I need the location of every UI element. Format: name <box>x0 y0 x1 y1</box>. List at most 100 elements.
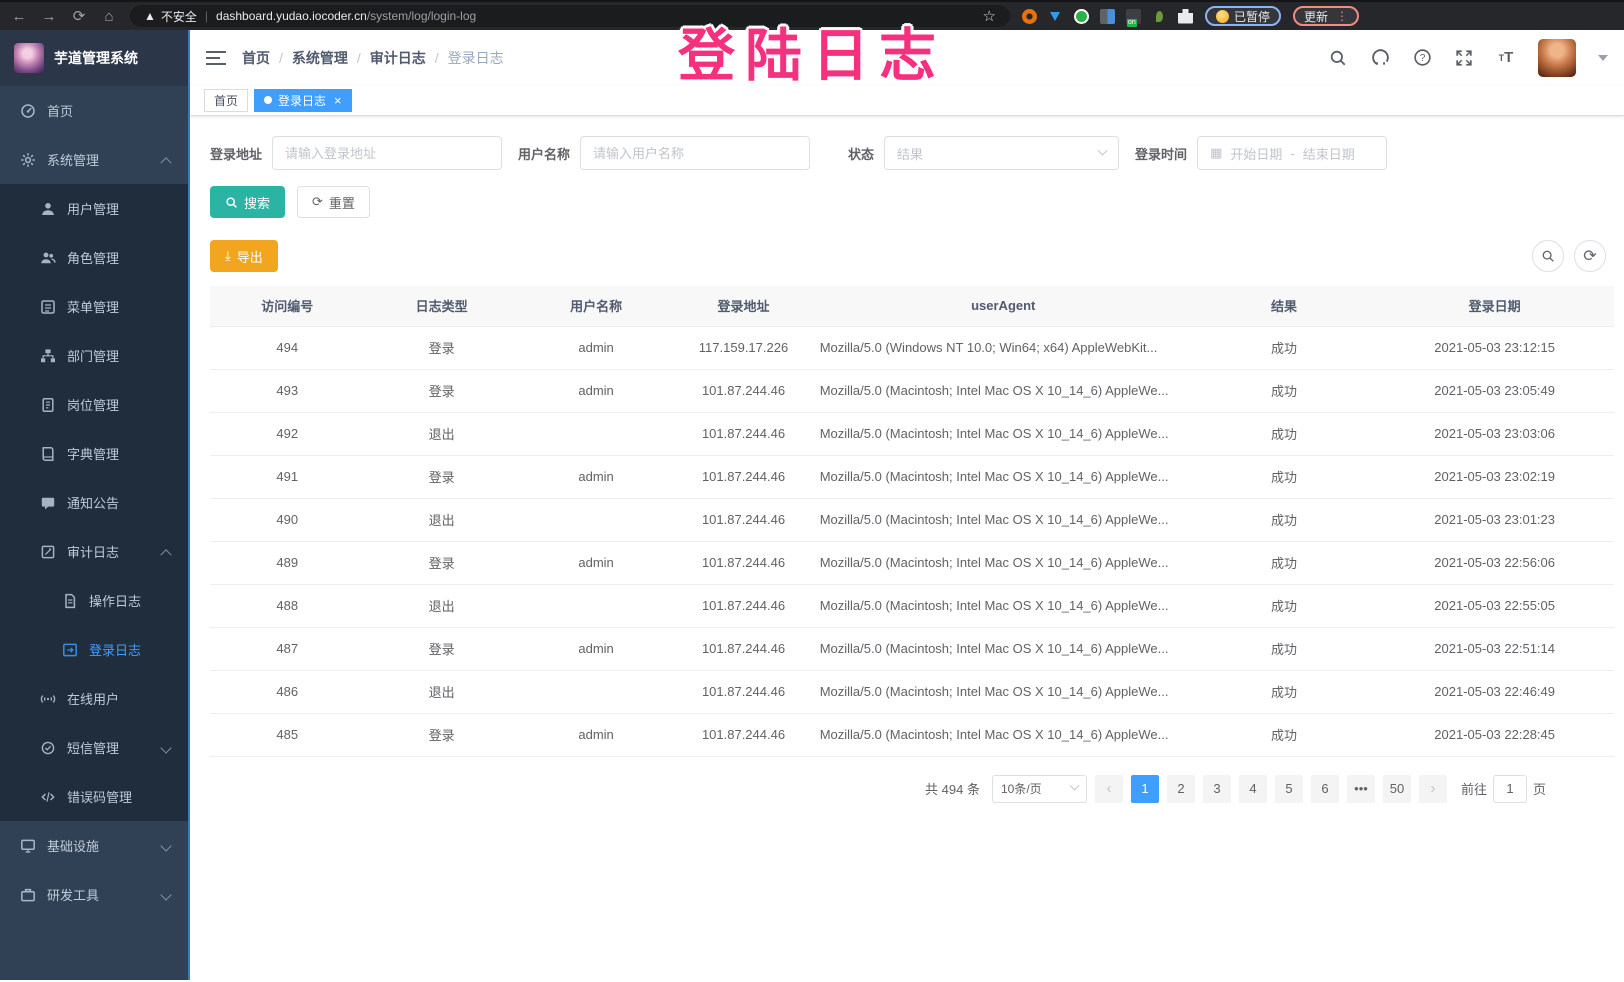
sidebar-item-online-users[interactable]: 在线用户 <box>0 674 188 723</box>
search-icon[interactable] <box>1328 48 1348 68</box>
sidebar-item-label: 操作日志 <box>89 594 142 609</box>
help-icon[interactable]: ? <box>1412 48 1432 68</box>
sidebar-item-infrastructure[interactable]: 基础设施 <box>0 821 188 870</box>
status-label: 状态 <box>848 146 875 162</box>
sidebar-item-notice-announcement[interactable]: 通知公告 <box>0 478 188 527</box>
sidebar-item-home[interactable]: 首页 <box>0 86 188 135</box>
table-cell: 101.87.244.46 <box>673 369 814 413</box>
sidebar-item-audit-log[interactable]: 审计日志 <box>0 527 188 576</box>
tab-home[interactable]: 首页 <box>204 88 249 112</box>
table-cell: 退出 <box>364 498 519 542</box>
sidebar-item-role-management[interactable]: 角色管理 <box>0 233 188 282</box>
page-button-1[interactable]: 1 <box>1130 774 1159 803</box>
chevron-down-icon <box>160 839 172 852</box>
table-cell: 492 <box>210 412 365 456</box>
reload-icon[interactable]: ⟳ <box>72 8 86 25</box>
table-cell <box>518 584 674 628</box>
table-cell: Mozilla/5.0 (Macintosh; Intel Mac OS X 1… <box>813 455 1193 499</box>
page-size-select[interactable]: 10条/页 <box>991 774 1087 803</box>
page-button-6[interactable]: 6 <box>1310 774 1339 803</box>
sidebar-item-dept-management[interactable]: 部门管理 <box>0 331 188 380</box>
login-address-input[interactable] <box>272 136 503 170</box>
dictionary-icon <box>40 446 56 462</box>
table-cell: 2021-05-03 23:12:15 <box>1375 326 1614 370</box>
user-avatar[interactable] <box>1538 38 1576 77</box>
address-bar[interactable]: ▲ 不安全 | dashboard.yudao.iocoder.cn/syste… <box>130 5 1010 27</box>
fullscreen-icon[interactable] <box>1454 48 1474 68</box>
prev-page-button[interactable]: ‹ <box>1094 774 1123 803</box>
page-button-3[interactable]: 3 <box>1202 774 1231 803</box>
github-icon[interactable] <box>1370 48 1390 68</box>
close-icon[interactable]: × <box>334 92 342 108</box>
sidebar-item-login-log[interactable]: 登录日志 <box>0 625 188 674</box>
table-row: 494 登录 admin 117.159.17.226 Mozilla/5.0 (Win… <box>210 326 1614 370</box>
login-address-label: 登录地址 <box>210 146 263 162</box>
total-count: 共 494 条 <box>925 782 980 797</box>
hamburger-icon[interactable] <box>206 47 226 69</box>
refresh-table-button[interactable]: ⟳ <box>1574 240 1606 272</box>
home-icon[interactable]: ⌂ <box>104 7 114 25</box>
username-input[interactable] <box>580 136 811 170</box>
reset-button[interactable]: ⟳ 重置 <box>297 186 370 218</box>
app-logo-bar[interactable]: 芋道管理系统 <box>0 30 188 86</box>
sidebar-item-dev-tools[interactable]: 研发工具 <box>0 870 188 919</box>
export-button[interactable]: ⤓ 导出 <box>210 240 278 272</box>
table-cell: 494 <box>210 326 365 370</box>
infrastructure-icon <box>20 838 36 854</box>
org-tree-icon <box>40 348 56 364</box>
forward-icon[interactable]: → <box>41 7 57 25</box>
breadcrumb: 首页 / 系统管理 / 审计日志 / 登录日志 <box>242 48 504 68</box>
chevron-down-icon[interactable] <box>1598 54 1608 61</box>
goto-unit: 页 <box>1532 782 1546 797</box>
puzzle-extension[interactable] <box>1178 8 1193 24</box>
back-icon[interactable]: ← <box>11 7 27 25</box>
sidebar-item-menu-management[interactable]: 菜单管理 <box>0 282 188 331</box>
page-button-50[interactable]: 50 <box>1382 774 1411 803</box>
breadcrumb-item[interactable]: 系统管理 <box>291 49 348 66</box>
page-button-4[interactable]: 4 <box>1238 774 1267 803</box>
blue-gem-extension[interactable] <box>1048 8 1063 24</box>
page-button-•••[interactable]: ••• <box>1346 774 1375 803</box>
tab-login-log[interactable]: 登录日志 × <box>254 88 352 112</box>
sidebar-item-user-management[interactable]: 用户管理 <box>0 184 188 233</box>
status-select[interactable]: 结果 <box>884 136 1120 170</box>
paused-profile-badge[interactable]: 已暂停 <box>1205 6 1282 26</box>
login-log-icon <box>62 642 78 658</box>
search-button[interactable]: 搜索 <box>210 186 286 218</box>
update-button[interactable]: 更新 ⋮ <box>1293 6 1360 26</box>
table-cell: 成功 <box>1192 326 1376 370</box>
sidebar-item-system-management[interactable]: 系统管理 <box>0 135 188 184</box>
table-row: 493 登录 admin 101.87.244.46 Mozilla/5.0 (Maci… <box>210 369 1614 413</box>
sidebar-item-operation-log[interactable]: 操作日志 <box>0 576 188 625</box>
browser-menu-icon[interactable]: ⋮ <box>1336 9 1349 23</box>
green-sprout-extension[interactable] <box>1152 8 1167 24</box>
date-range-picker[interactable]: ▦ 开始日期 - 结束日期 <box>1197 136 1388 170</box>
green-circle-extension[interactable] <box>1074 8 1089 24</box>
list-on-extension[interactable] <box>1126 8 1141 27</box>
blue-grid-extension[interactable] <box>1100 8 1115 24</box>
orange-circle-extension[interactable] <box>1022 8 1037 24</box>
divider: | <box>204 9 209 23</box>
table-row: 491 登录 admin 101.87.244.46 Mozilla/5.0 (Maci… <box>210 455 1614 499</box>
breadcrumb-item[interactable]: 首页 <box>242 49 270 66</box>
goto-page-input[interactable] <box>1492 774 1527 803</box>
bookmark-star-icon[interactable]: ☆ <box>982 8 996 25</box>
sidebar-menu: 首页 系统管理 用户管理 角色管理 菜单管理 部门管理 岗位管理 字典管理 通知公告审计日志操作… <box>0 86 188 919</box>
table-cell <box>518 412 674 456</box>
sidebar-item-sms-management[interactable]: 短信管理 <box>0 723 188 772</box>
table-cell: 485 <box>210 713 365 757</box>
sidebar-item-post-management[interactable]: 岗位管理 <box>0 380 188 429</box>
toggle-search-button[interactable] <box>1532 240 1564 272</box>
page-button-2[interactable]: 2 <box>1166 774 1195 803</box>
search-icon <box>225 196 238 209</box>
next-page-button[interactable]: › <box>1418 774 1447 803</box>
page-button-5[interactable]: 5 <box>1274 774 1303 803</box>
sidebar-item-error-code-management[interactable]: 错误码管理 <box>0 772 188 821</box>
breadcrumb-item[interactable]: 审计日志 <box>369 49 426 66</box>
security-warning[interactable]: ▲ 不安全 <box>144 9 197 24</box>
sidebar-item-dict-management[interactable]: 字典管理 <box>0 429 188 478</box>
table-cell: 2021-05-03 23:02:19 <box>1375 455 1614 499</box>
sidebar-item-label: 审计日志 <box>67 545 120 560</box>
tab-label: 首页 <box>214 93 239 108</box>
